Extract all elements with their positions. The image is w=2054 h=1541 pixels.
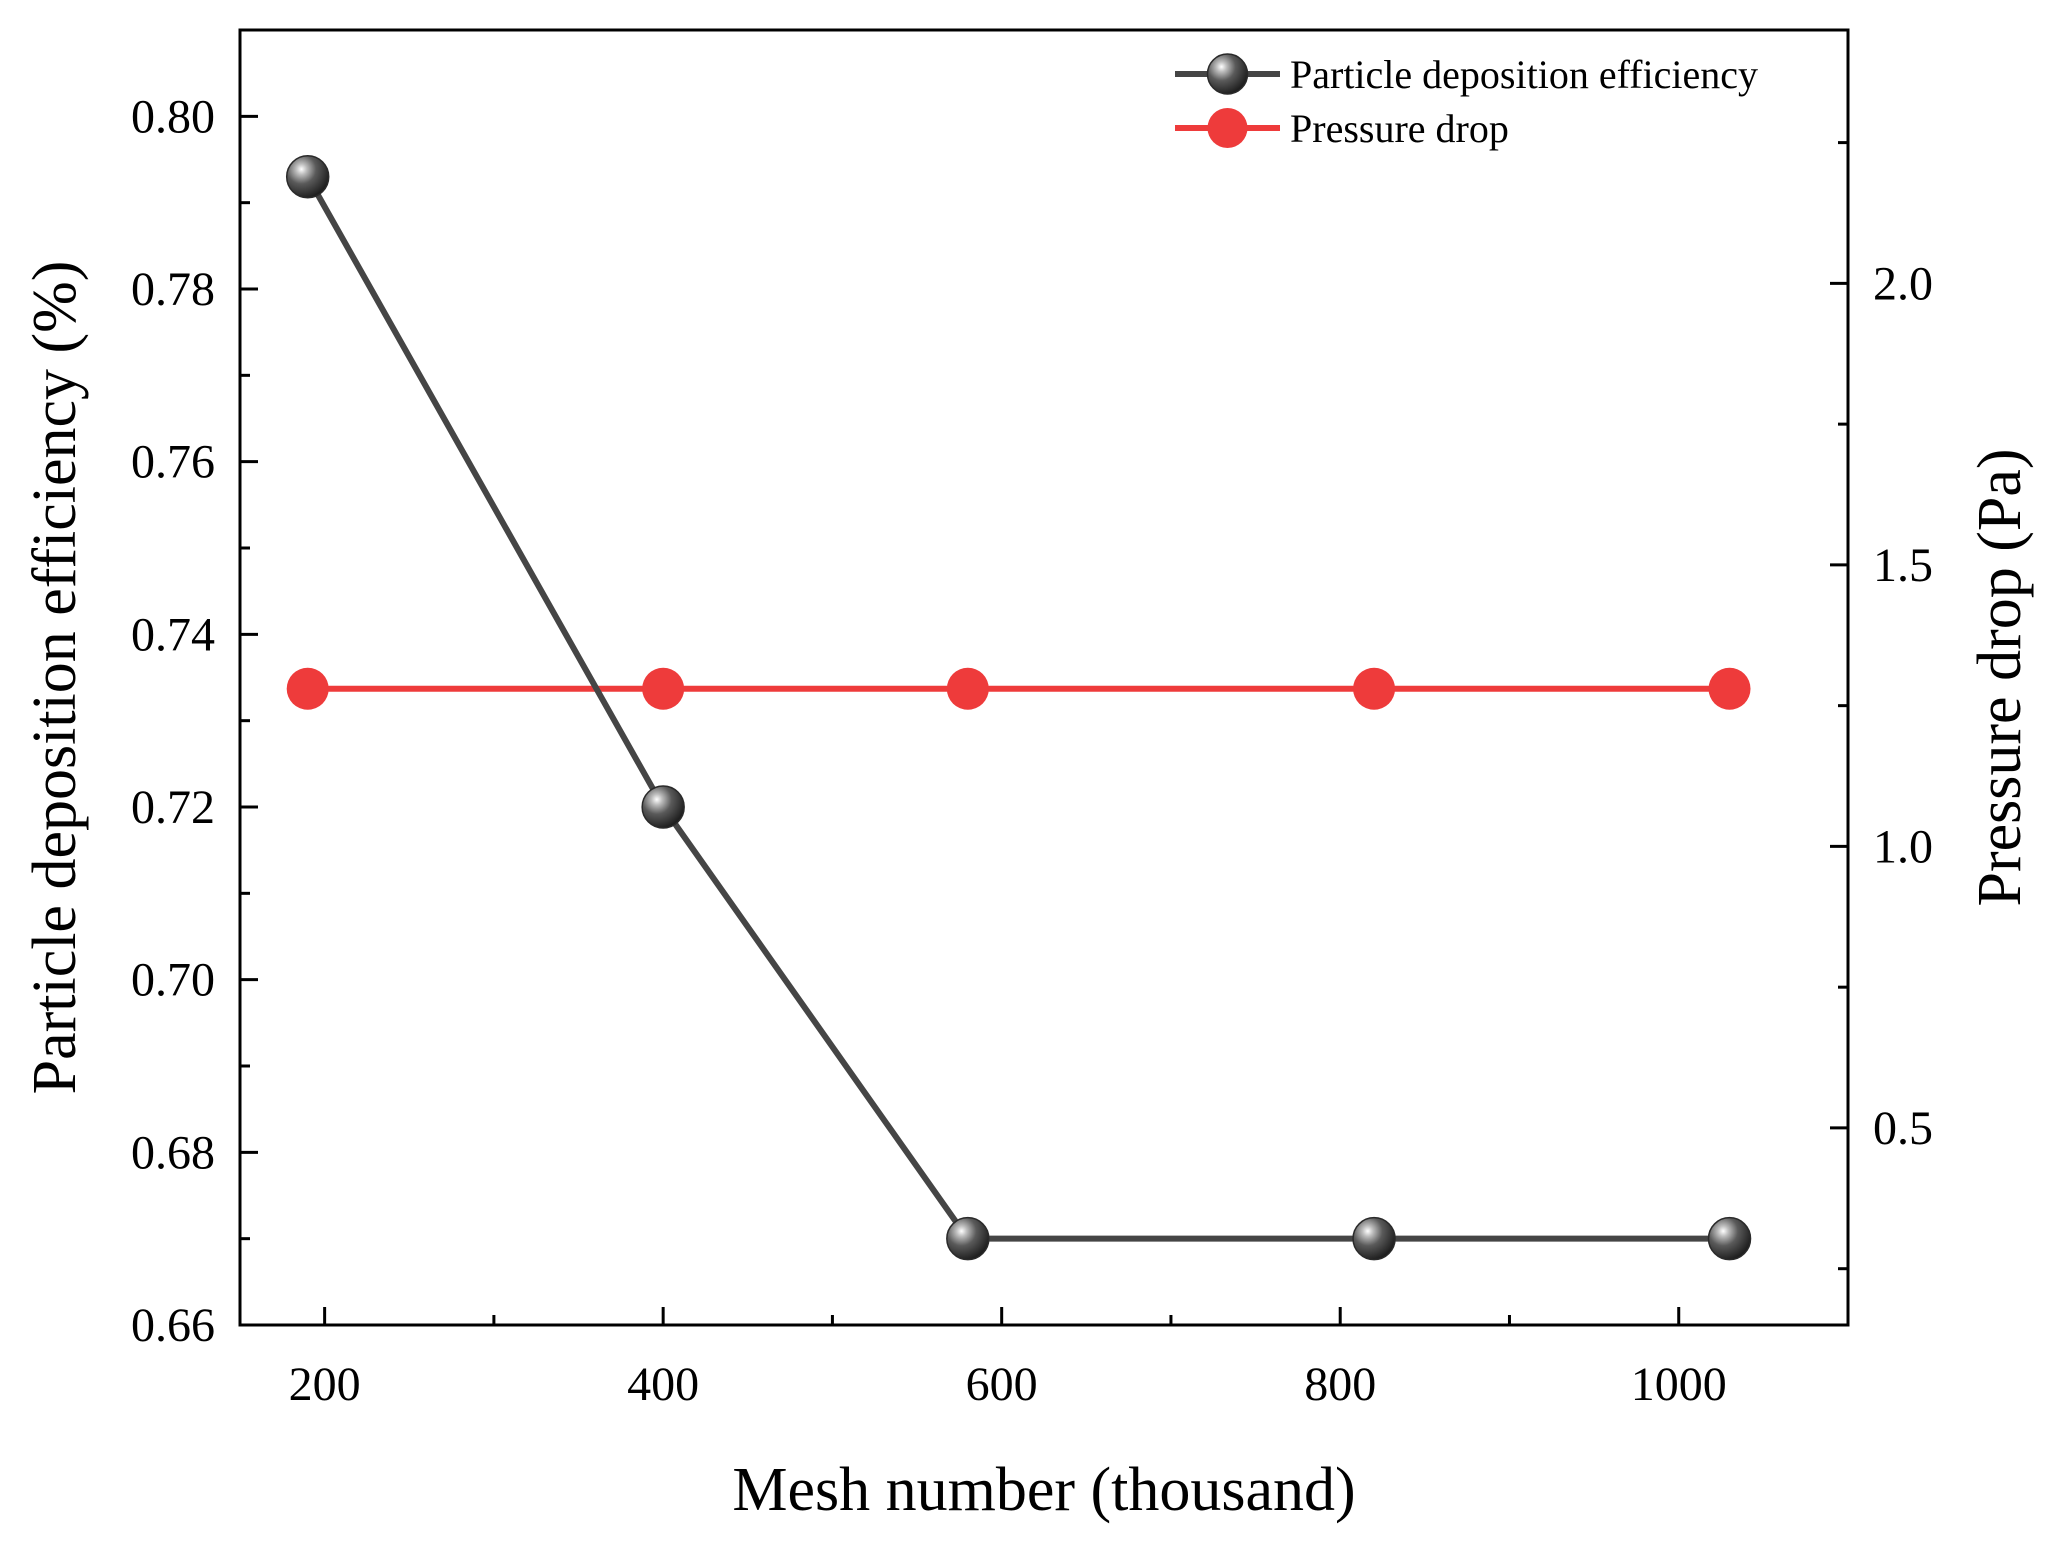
x-tick-label: 1000 [1631,1358,1727,1411]
y-tick-label: 0.66 [131,1299,215,1352]
y2-tick-label: 0.5 [1873,1102,1933,1155]
y-tick-label: 0.70 [131,954,215,1007]
y2-tick-label: 2.0 [1873,257,1933,310]
data-point [1353,667,1396,710]
y-tick-label: 0.74 [131,608,215,661]
data-point [642,667,685,710]
legend: Particle deposition efficiency Pressure d… [1175,52,1758,151]
plot-frame [238,28,1850,1327]
data-point [1708,667,1751,710]
data-point [1707,1216,1752,1261]
y-tick-label: 0.76 [131,436,215,489]
series-line [305,175,1730,1242]
x-axis-title: Mesh number (thousand) [732,1456,1355,1524]
data-point [946,667,989,710]
x-tick-label: 600 [966,1358,1038,1411]
series-pressure-drop [286,667,1751,710]
data-point [285,155,330,199]
legend-marker [1207,108,1248,148]
legend-item: Particle deposition efficiency [1175,52,1758,97]
plot-area [285,155,1752,1261]
data-point [1352,1216,1396,1261]
axes: 200 400 600 800 1000 0.66 0.68 0.70 0.72 0.74 0.76… [131,28,1933,1411]
data-point [286,667,329,710]
data-point [946,1216,990,1261]
legend-item: Pressure drop [1175,106,1509,151]
legend-label: Pressure drop [1290,106,1509,151]
y-axis-title: Particle deposition efficiency (%) [21,261,89,1095]
series-particle-deposition-efficiency [285,155,1752,1261]
x-tick-label: 200 [289,1358,361,1411]
y2-tick-label: 1.5 [1873,539,1933,592]
legend-label: Particle deposition efficiency [1290,52,1758,97]
y2-tick-label: 1.0 [1873,820,1933,873]
data-point [641,785,685,829]
y-tick-label: 0.72 [131,781,215,834]
legend-marker [1206,53,1249,95]
x-tick-label: 400 [627,1358,699,1411]
y-tick-label: 0.68 [131,1126,215,1179]
y2-axis-title: Pressure drop (Pa) [1966,448,2034,906]
x-tick-label: 800 [1304,1358,1376,1411]
y-tick-label: 0.80 [131,90,215,143]
y-tick-label: 0.78 [131,263,215,316]
